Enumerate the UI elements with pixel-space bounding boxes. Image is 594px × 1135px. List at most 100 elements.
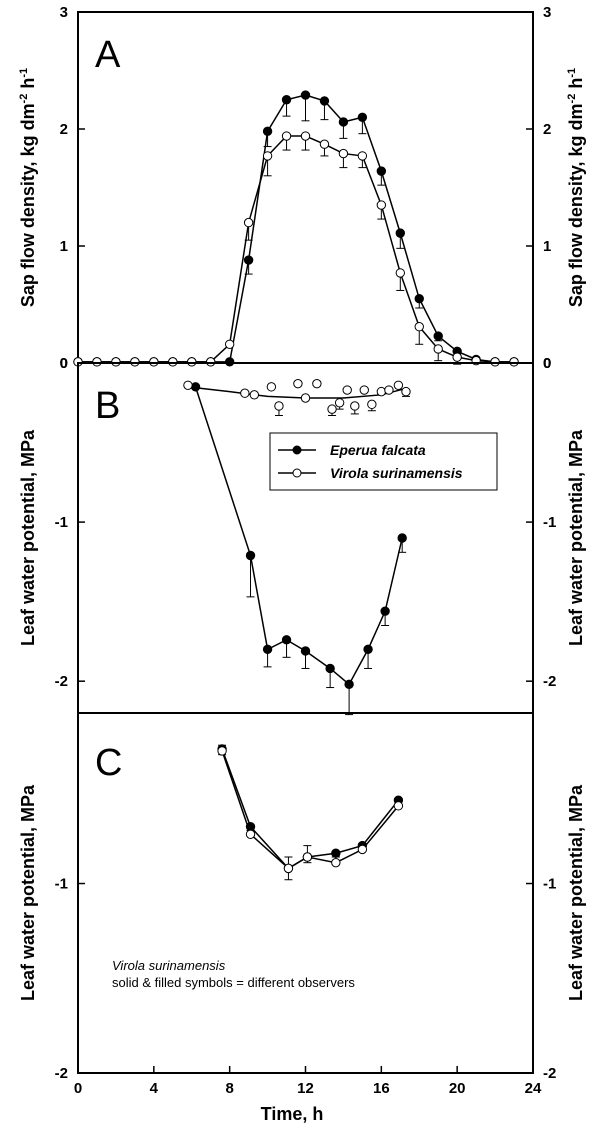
panel-letter-b: B [95, 385, 120, 427]
data-point [302, 852, 313, 862]
data-point [293, 378, 303, 389]
data-point [414, 322, 424, 332]
x-tick-label: 0 [74, 1080, 82, 1097]
data-point [92, 357, 102, 367]
data-point [262, 644, 273, 655]
y-tick-label-left: 1 [60, 238, 68, 255]
data-point [300, 393, 311, 403]
data-point [240, 388, 250, 398]
y-axis-title-right: Sap flow density, kg dm-2 h-1 [566, 68, 586, 307]
data-point [245, 550, 256, 561]
data-point [414, 293, 424, 304]
y-axis-title-right: Leaf water potential, MPa [566, 429, 586, 646]
series-observer-2 [217, 744, 404, 874]
data-point [224, 357, 235, 367]
data-point [183, 380, 193, 390]
data-point [130, 357, 140, 367]
data-point [327, 404, 337, 414]
data-point [300, 646, 311, 656]
series-eperua-falcata [190, 382, 407, 716]
series-virola-surinamensis [73, 131, 519, 367]
y-tick-label-right: -1 [543, 876, 556, 893]
panel-a: 0 0 1 1 2 2 3 3 Sap flow density, kg dm-2 h-1 Sap… [18, 4, 586, 372]
data-point [338, 117, 349, 127]
panels-group: 0 0 1 1 2 2 3 3 Sap flow density, kg dm-2 h-1 Sap… [18, 4, 586, 1082]
plot-frame [77, 712, 534, 1074]
data-point [357, 844, 368, 855]
data-point [376, 200, 387, 210]
data-point [350, 401, 360, 411]
panel-c: -1 -1 -2 -2 Leaf water potential, MPa Leaf wa… [18, 712, 586, 1082]
data-point [262, 126, 273, 137]
data-point [312, 378, 322, 389]
x-axis-title: Time, h [261, 1104, 324, 1124]
data-point [401, 386, 411, 397]
data-point [300, 131, 311, 141]
data-point [376, 166, 387, 176]
y-tick-label-right: 0 [543, 355, 551, 372]
legend-box [269, 432, 498, 491]
data-point [363, 644, 373, 655]
data-point [397, 533, 407, 543]
data-point [395, 268, 405, 278]
data-point [217, 746, 227, 756]
legend-label-virola: Virola surinamensis [330, 465, 463, 481]
data-point [325, 663, 335, 674]
data-point [331, 848, 341, 858]
x-tick-label: 8 [225, 1080, 233, 1097]
y-tick-label-right: 2 [543, 121, 551, 138]
plot-frame [77, 11, 534, 364]
y-tick-label-left: -2 [55, 1065, 68, 1082]
data-point [243, 217, 254, 228]
data-point [149, 357, 159, 367]
y-tick-label-right: -1 [543, 514, 556, 531]
y-tick-label-right: 3 [543, 4, 551, 21]
series-line [78, 94, 515, 363]
data-point [262, 151, 273, 161]
data-point [249, 390, 260, 400]
data-point [283, 863, 294, 874]
data-point [357, 151, 368, 161]
panel-letter-c: C [95, 742, 122, 784]
data-point [452, 352, 462, 362]
x-axis: 0 4 8 12 16 20 24 [74, 1066, 542, 1097]
data-point [300, 90, 311, 100]
series-line [221, 750, 399, 870]
y-tick-label-right: -2 [543, 673, 556, 690]
data-point [206, 357, 216, 367]
y-tick-label-left: 2 [60, 121, 68, 138]
data-point [224, 339, 235, 349]
y-tick-label-left: 3 [60, 4, 68, 21]
x-tick-label: 12 [297, 1080, 314, 1097]
data-point [281, 131, 292, 141]
data-point [111, 357, 121, 367]
data-point [509, 357, 519, 367]
legend-marker-eperua [292, 445, 302, 455]
series-line [221, 748, 399, 870]
x-tick-label: 4 [150, 1080, 159, 1097]
y-tick-label-left: -2 [55, 673, 68, 690]
note-observers: solid & filled symbols = different obser… [112, 975, 355, 990]
legend: Eperua falcata Virola surinamensis [269, 432, 498, 491]
data-point [359, 385, 369, 395]
data-point [281, 635, 292, 645]
y-axis-title-left: Sap flow density, kg dm-2 h-1 [18, 68, 38, 307]
note-species: Virola surinamensis [112, 958, 226, 973]
x-tick-label: 16 [373, 1080, 390, 1097]
data-point [331, 857, 341, 868]
data-point [281, 95, 292, 105]
y-tick-label-left: 0 [60, 355, 68, 372]
data-point [393, 380, 404, 390]
data-point [338, 148, 349, 159]
data-point [367, 399, 377, 410]
legend-marker-virola [292, 468, 302, 478]
data-point [433, 331, 443, 341]
x-tick-label: 20 [449, 1080, 466, 1097]
data-point [384, 385, 394, 395]
series-line [194, 386, 403, 686]
data-point [433, 344, 443, 354]
data-point [393, 801, 404, 811]
y-tick-label-left: -1 [55, 876, 68, 893]
series-virola-surinamensis [183, 378, 411, 416]
y-axis-title-right: Leaf water potential, MPa [566, 784, 586, 1001]
